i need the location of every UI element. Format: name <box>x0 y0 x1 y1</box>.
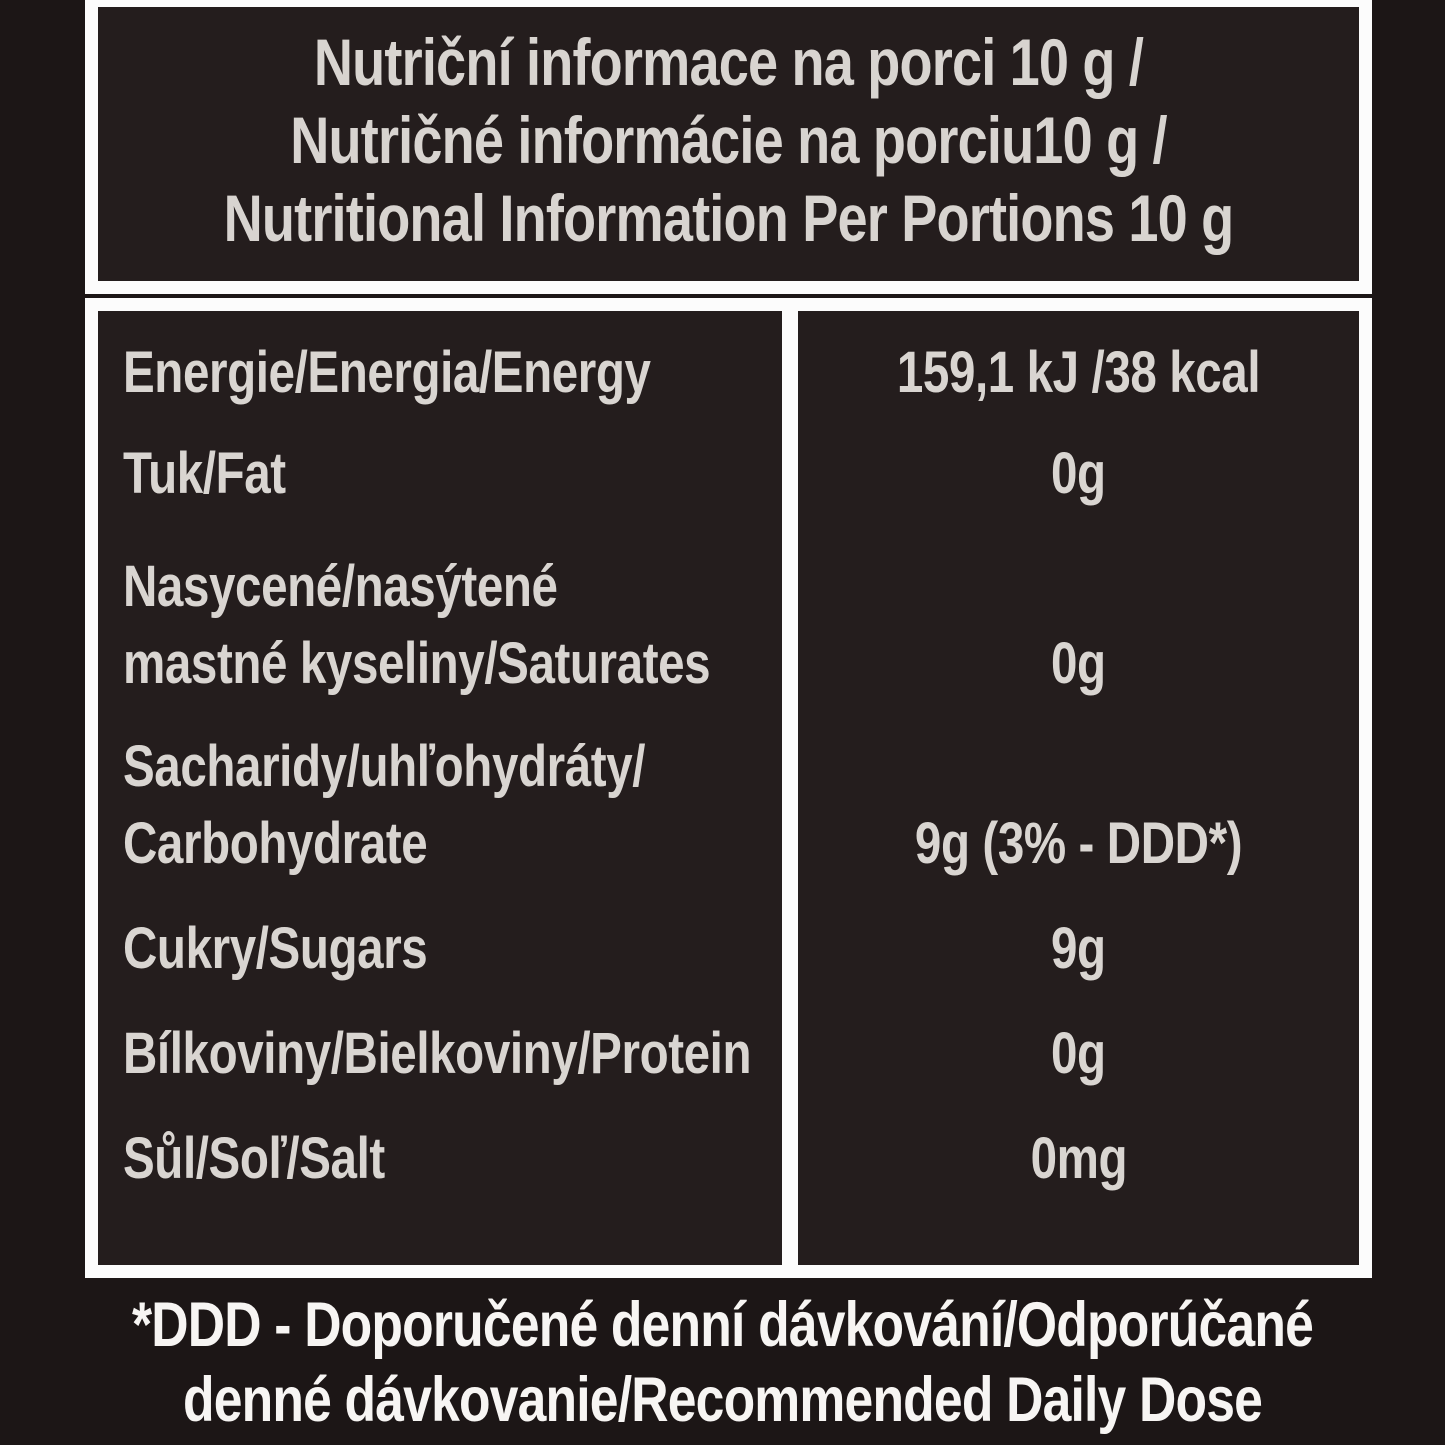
column-divider <box>782 311 798 1265</box>
nutrient-label-line: Bílkoviny/Bielkoviny/Protein <box>123 1021 752 1086</box>
nutrient-value: 9g <box>798 910 1359 987</box>
footnote-line: *DDD - Doporučené denní dávkování/Odporú… <box>131 1290 1314 1360</box>
nutrient-value: 0g <box>798 1015 1359 1092</box>
title-line-en: Nutritional Information Per Portions 10 … <box>223 181 1235 255</box>
table-row-fat: Tuk/Fat 0g <box>98 411 1359 512</box>
nutrient-value-text: 0g <box>1051 1021 1106 1086</box>
table-row-salt: Sůl/Soľ/Salt 0mg <box>98 1092 1359 1197</box>
title: Nutriční informace na porci 10 g / Nutri… <box>98 7 1359 257</box>
nutrient-value-text: 0g <box>1051 631 1106 696</box>
nutrient-label: Energie/Energia/Energy <box>98 334 782 411</box>
title-line-sk: Nutričné informácie na porciu10 g / <box>290 103 1167 177</box>
nutrient-label-line: Nasycené/nasýtené <box>123 554 558 619</box>
nutrient-label: Nasycené/nasýtené mastné kyseliny/Satura… <box>98 548 782 702</box>
table-row-carbohydrate: Sacharidy/uhľohydráty/ Carbohydrate 9g (… <box>98 702 1359 882</box>
nutrient-label: Bílkoviny/Bielkoviny/Protein <box>98 1015 782 1092</box>
nutrient-value-text: 9g (3% - DDD*) <box>914 811 1243 876</box>
nutrient-value: 0mg <box>798 1120 1359 1197</box>
nutrient-label: Cukry/Sugars <box>98 910 782 987</box>
nutrition-table: Energie/Energia/Energy 159,1 kJ /38 kcal… <box>85 298 1372 1278</box>
nutrient-value: 159,1 kJ /38 kcal <box>798 334 1359 411</box>
nutrient-value-text: 9g <box>1051 916 1106 981</box>
nutrient-label-line: Sacharidy/uhľohydráty/ <box>123 734 646 799</box>
nutrient-value: 0g <box>798 435 1359 512</box>
nutrient-value-text: 0mg <box>1030 1126 1127 1191</box>
table-row-protein: Bílkoviny/Bielkoviny/Protein 0g <box>98 987 1359 1092</box>
nutrient-value-text: 159,1 kJ /38 kcal <box>896 340 1261 405</box>
title-box: Nutriční informace na porci 10 g / Nutri… <box>85 0 1372 294</box>
nutrient-label-line: Carbohydrate <box>123 811 428 876</box>
nutrient-value-text: 0g <box>1051 441 1106 506</box>
nutrient-value: 0g <box>798 625 1359 702</box>
nutrient-label: Sůl/Soľ/Salt <box>98 1120 782 1197</box>
nutrient-label-line: mastné kyseliny/Saturates <box>123 631 711 696</box>
table-row-saturates: Nasycené/nasýtené mastné kyseliny/Satura… <box>98 512 1359 702</box>
nutrient-label-line: Energie/Energia/Energy <box>123 340 651 405</box>
table-row-energy: Energie/Energia/Energy 159,1 kJ /38 kcal <box>98 311 1359 411</box>
title-line-cs: Nutriční informace na porci 10 g / <box>313 25 1144 99</box>
nutrient-value: 9g (3% - DDD*) <box>798 805 1359 882</box>
nutrient-label-line: Tuk/Fat <box>123 441 286 506</box>
ddd-footnote: *DDD - Doporučené denní dávkování/Odporú… <box>0 1288 1445 1438</box>
footnote-line: denné dávkovanie/Recommended Daily Dose <box>182 1365 1263 1435</box>
nutrient-label-line: Sůl/Soľ/Salt <box>123 1126 385 1191</box>
nutrient-label: Tuk/Fat <box>98 435 782 512</box>
nutrient-label-line: Cukry/Sugars <box>123 916 428 981</box>
table-row-sugars: Cukry/Sugars 9g <box>98 882 1359 987</box>
nutrient-label: Sacharidy/uhľohydráty/ Carbohydrate <box>98 728 782 882</box>
